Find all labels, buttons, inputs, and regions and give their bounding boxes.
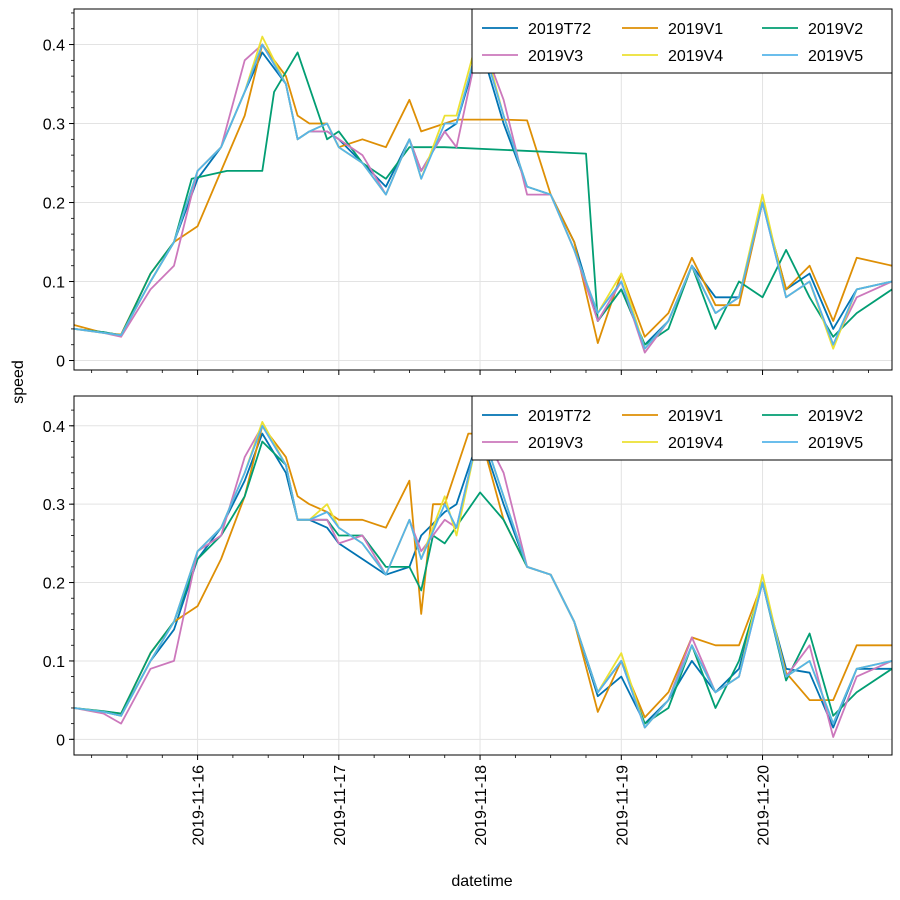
series-group [74,420,892,738]
series-line-2019T72 [74,43,892,346]
x-tick-label: 2019-11-16 [191,765,208,846]
y-tick-label: 0.3 [43,117,65,134]
y-tick-label: 0 [56,354,65,371]
legend-label-2019V2: 2019V2 [808,408,863,425]
legend-label-2019V1: 2019V1 [668,21,723,38]
series-line-2019V4 [74,420,892,729]
legend-label-2019T72: 2019T72 [528,21,591,38]
y-tick-label: 0.4 [43,419,65,436]
x-axis-title: datetime [451,873,512,890]
series-line-2019V1 [74,424,892,719]
series-line-2019V3 [74,35,892,354]
y-tick-label: 0.1 [43,275,65,292]
x-tick-label: 2019-11-19 [614,765,631,846]
legend-label-2019V2: 2019V2 [808,21,863,38]
legend-label-2019V5: 2019V5 [808,48,863,65]
y-tick-label: 0.1 [43,654,65,671]
legend-label-2019V4: 2019V4 [668,48,723,65]
legend-label-2019V1: 2019V1 [668,408,723,425]
series-line-2019V2 [74,440,892,725]
series-line-2019V1 [74,43,892,345]
y-axis-title: speed [10,360,27,404]
legend-label-2019V3: 2019V3 [528,435,583,452]
legend-label-2019V5: 2019V5 [808,435,863,452]
series-line-2019V5 [74,35,892,350]
y-tick-label: 0.2 [43,196,65,213]
legend: 2019T72 2019V1 2019V2 2019V3 2019V4 2019V5 [471,8,893,74]
legend: 2019T72 2019V1 2019V2 2019V3 2019V4 2019V5 [471,395,893,461]
legend-box [471,395,893,461]
legend-label-2019V4: 2019V4 [668,435,723,452]
panel-bottom: 0 0.1 0.2 0.3 0.4 2019-11-16 2019-11-17 2019-11… [43,395,893,846]
series-line-2019V3 [74,424,892,738]
series-line-2019V2 [74,51,892,346]
x-tick-label: 2019-11-17 [332,765,349,846]
y-tick-label: 0.2 [43,576,65,593]
series-line-2019V5 [74,424,892,729]
series-line-2019V4 [74,27,892,350]
y-tick-label: 0.3 [43,497,65,514]
x-tick-label: 2019-11-20 [756,765,773,846]
y-tick-label: 0 [56,732,65,749]
series-line-2019T72 [74,432,892,729]
x-tick-label: 2019-11-18 [473,765,490,846]
series-group [74,27,892,354]
legend-box [471,8,893,74]
legend-label-2019T72: 2019T72 [528,408,591,425]
legend-label-2019V3: 2019V3 [528,48,583,65]
y-tick-label: 0.4 [43,38,65,55]
